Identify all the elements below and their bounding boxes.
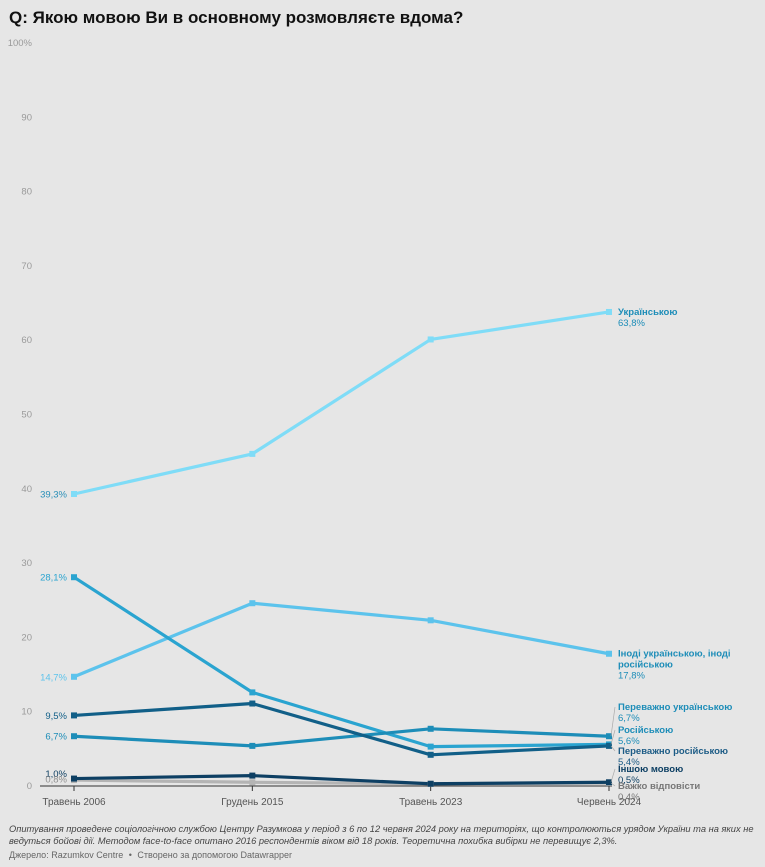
data-point-ukr-rus: [606, 650, 612, 657]
label-connector: [610, 782, 616, 787]
data-point-mostly-ukr: [249, 742, 256, 749]
end-series-label-mostly-rus: Переважно російською: [618, 746, 728, 757]
start-value-label: 14,7%: [40, 672, 67, 683]
start-value-label: 28,1%: [40, 573, 67, 584]
data-point-mostly-rus: [606, 742, 612, 749]
label-connector: [610, 768, 616, 783]
y-tick-label: 50: [21, 410, 32, 421]
series-line-ukr-rus: [72, 601, 611, 679]
y-tick-label: 80: [21, 187, 32, 198]
series-labels: 39,3% 14,7% 6,7% 28,1% 9,5% 1,0%0,8% Українськ…: [40, 307, 732, 803]
end-value-label-ukrainian: 63,8%: [618, 318, 645, 329]
data-point-mostly-rus: [427, 751, 434, 758]
y-tick-label: 40: [21, 484, 32, 495]
start-value-label: 0,8%: [45, 775, 67, 786]
end-series-label-ukr-rus: російською: [618, 660, 673, 671]
series-lines: [72, 310, 611, 786]
source-separator: •: [128, 850, 132, 860]
line-chart: 100% 90 80 70 60 50 40 30 20 10 0 Травень 2006 Груде…: [8, 38, 733, 808]
data-point-ukr-rus: [427, 617, 434, 624]
data-point-mostly-rus: [71, 712, 77, 719]
data-point-ukr-rus: [249, 600, 256, 607]
data-point-russian: [249, 689, 256, 696]
data-point-other: [427, 780, 434, 787]
end-value-label-russian: 5,6%: [618, 736, 640, 747]
series-line-russian: [72, 575, 611, 749]
end-series-label-russian: Російською: [618, 725, 673, 736]
credit-link[interactable]: Створено за допомогою Datawrapper: [137, 850, 293, 860]
data-point-russian: [71, 574, 77, 581]
series-points: [71, 308, 612, 787]
y-tick-label: 10: [21, 707, 32, 718]
start-value-label: 1,0%: [45, 769, 67, 780]
label-connector: [610, 745, 616, 752]
y-tick-label: 20: [21, 632, 32, 643]
chart-title: Q: Якою мовою Ви в основному розмовляєте…: [9, 8, 464, 27]
start-value-label: 9,5%: [45, 711, 67, 722]
data-point-other: [249, 772, 256, 779]
end-value-label-mostly-rus: 5,4%: [618, 757, 640, 768]
end-value-label-ukr-rus: 17,8%: [618, 671, 645, 682]
end-value-label-mostly-ukr: 6,7%: [618, 713, 640, 724]
data-point-ukrainian: [427, 336, 434, 343]
y-tick-label: 30: [21, 558, 32, 569]
data-point-mostly-ukr: [427, 725, 434, 732]
data-point-mostly-ukr: [606, 733, 612, 740]
data-point-russian: [427, 743, 434, 750]
y-tick-label: 90: [21, 112, 32, 123]
grid-and-axes: 100% 90 80 70 60 50 40 30 20 10 0 Травень 2006 Груде…: [8, 38, 642, 808]
data-point-mostly-ukr: [71, 733, 77, 740]
y-tick-label: 100%: [8, 38, 33, 49]
label-connector: [610, 729, 616, 745]
y-tick-label: 60: [21, 335, 32, 346]
end-series-label-mostly-ukr: Переважно українською: [618, 702, 732, 713]
y-tick-label: 70: [21, 261, 32, 272]
end-series-label-other: Іншою мовою: [618, 764, 683, 775]
data-point-ukr-rus: [71, 673, 77, 680]
data-point-ukrainian: [249, 450, 256, 457]
start-value-label: 6,7%: [45, 732, 67, 743]
data-point-hard-to-say: [249, 779, 256, 786]
source-line: Джерело: Razumkov Centre • Створено за д…: [9, 850, 295, 860]
end-series-label-ukrainian: Українською: [618, 307, 677, 318]
end-value-label-hard-to-say: 0,4%: [618, 792, 640, 803]
data-point-ukrainian: [606, 308, 612, 315]
end-series-label-hard-to-say: Важко відповісти: [618, 781, 700, 792]
data-point-other: [606, 779, 612, 786]
end-value-label-other: 0,5%: [618, 775, 640, 786]
source-text: Джерело: Razumkov Centre: [9, 850, 124, 860]
end-series-label-ukr-rus: Іноді українською, іноді: [618, 649, 731, 660]
series-line-ukrainian: [72, 310, 611, 496]
x-tick-label: Червень 2024: [577, 797, 642, 808]
methodology-note: Опитування проведене соціологічною служб…: [9, 824, 754, 846]
x-tick-label: Грудень 2015: [221, 797, 284, 808]
series-line-other: [72, 773, 611, 786]
data-point-other: [71, 775, 77, 782]
x-tick-label: Травень 2006: [42, 797, 106, 808]
label-connector: [610, 706, 616, 737]
series-line-mostly-ukr: [72, 727, 611, 748]
data-point-ukrainian: [71, 491, 77, 498]
data-point-mostly-rus: [249, 700, 256, 707]
y-tick-label: 0: [27, 781, 32, 792]
start-value-label: 39,3%: [40, 490, 67, 501]
x-tick-label: Травень 2023: [399, 797, 463, 808]
series-line-mostly-rus: [72, 701, 611, 757]
